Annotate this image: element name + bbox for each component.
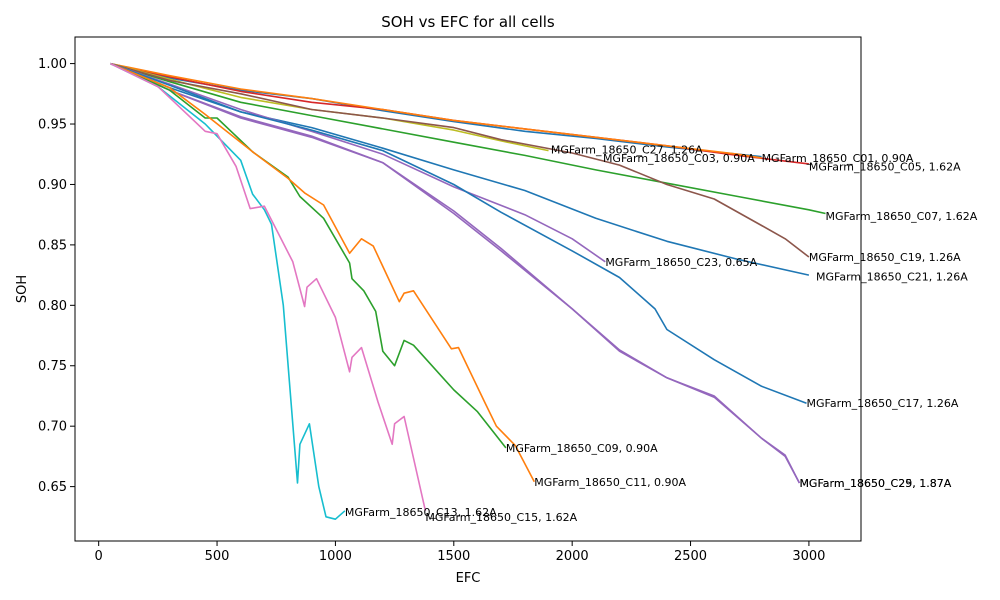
series-line-1: [110, 62, 809, 165]
x-tick-label: 2500: [674, 549, 707, 564]
series-label-12: MGFarm_18650_C11, 0.90A: [534, 476, 686, 489]
y-tick-label: 0.75: [38, 359, 67, 374]
x-tick-label: 2000: [556, 549, 589, 564]
y-tick-label: 0.90: [38, 178, 67, 193]
plot-area: [110, 62, 826, 520]
series-line-11: [110, 62, 507, 449]
y-tick-label: 0.95: [38, 118, 67, 133]
x-axis: 0 500 1000 1500 2000 2500 3000: [95, 541, 825, 564]
series-line-13: [110, 62, 346, 520]
axes-frame: [74, 36, 862, 542]
y-tick-label: 0.80: [38, 299, 67, 314]
y-tick-label: 0.85: [38, 238, 67, 253]
series-label-1: MGFarm_18650_C05, 1.62A: [809, 160, 961, 173]
series-line-4: [110, 62, 826, 215]
series-label-2: MGFarm_18650_C27, 1.26A: [551, 143, 703, 156]
chart-title: SOH vs EFC for all cells: [381, 13, 555, 31]
series-annotations: MGFarm_18650_C01, 0.90AMGFarm_18650_C05,…: [345, 143, 978, 523]
y-axis: 0.65 0.70 0.75 0.80 0.85 0.90 0.95 1.00: [38, 57, 75, 495]
series-label-7: MGFarm_18650_C23, 0.65A: [605, 256, 757, 269]
series-line-9: [110, 62, 801, 484]
series-label-11: MGFarm_18650_C09, 0.90A: [506, 442, 658, 455]
series-label-10: MGFarm_18650_C29, 1.87A: [799, 477, 951, 490]
series-label-14: MGFarm_18650_C15, 1.62A: [425, 511, 577, 524]
series-label-5: MGFarm_18650_C19, 1.26A: [809, 251, 961, 264]
series-line-12: [110, 62, 536, 483]
x-axis-label: EFC: [456, 571, 481, 586]
series-label-8: MGFarm_18650_C17, 1.26A: [807, 397, 959, 410]
series-line-8: [110, 62, 807, 404]
series-line-5: [110, 62, 810, 258]
series-label-9: MGFarm_18650_C25, 1.87A: [799, 477, 951, 490]
y-tick-label: 0.70: [38, 420, 67, 435]
series-line-10: [110, 62, 801, 484]
x-tick-label: 1000: [319, 549, 352, 564]
series-line-7: [110, 62, 606, 263]
series-label-0: MGFarm_18650_C01, 0.90A: [762, 152, 914, 165]
x-tick-label: 3000: [792, 549, 825, 564]
series-label-3: MGFarm_18650_C03, 0.90A: [603, 152, 755, 165]
series-label-13: MGFarm_18650_C13, 1.62A: [345, 506, 497, 519]
y-axis-label: SOH: [15, 275, 30, 303]
x-tick-label: 1500: [437, 549, 470, 564]
x-tick-label: 0: [95, 549, 103, 564]
series-line-2: [110, 62, 762, 159]
x-tick-label: 500: [205, 549, 230, 564]
series-line-14: [110, 62, 427, 511]
series-label-6: MGFarm_18650_C21, 1.26A: [816, 270, 968, 283]
y-tick-label: 0.65: [38, 480, 67, 495]
y-tick-label: 1.00: [38, 57, 67, 72]
series-label-4: MGFarm_18650_C07, 1.62A: [825, 210, 977, 223]
